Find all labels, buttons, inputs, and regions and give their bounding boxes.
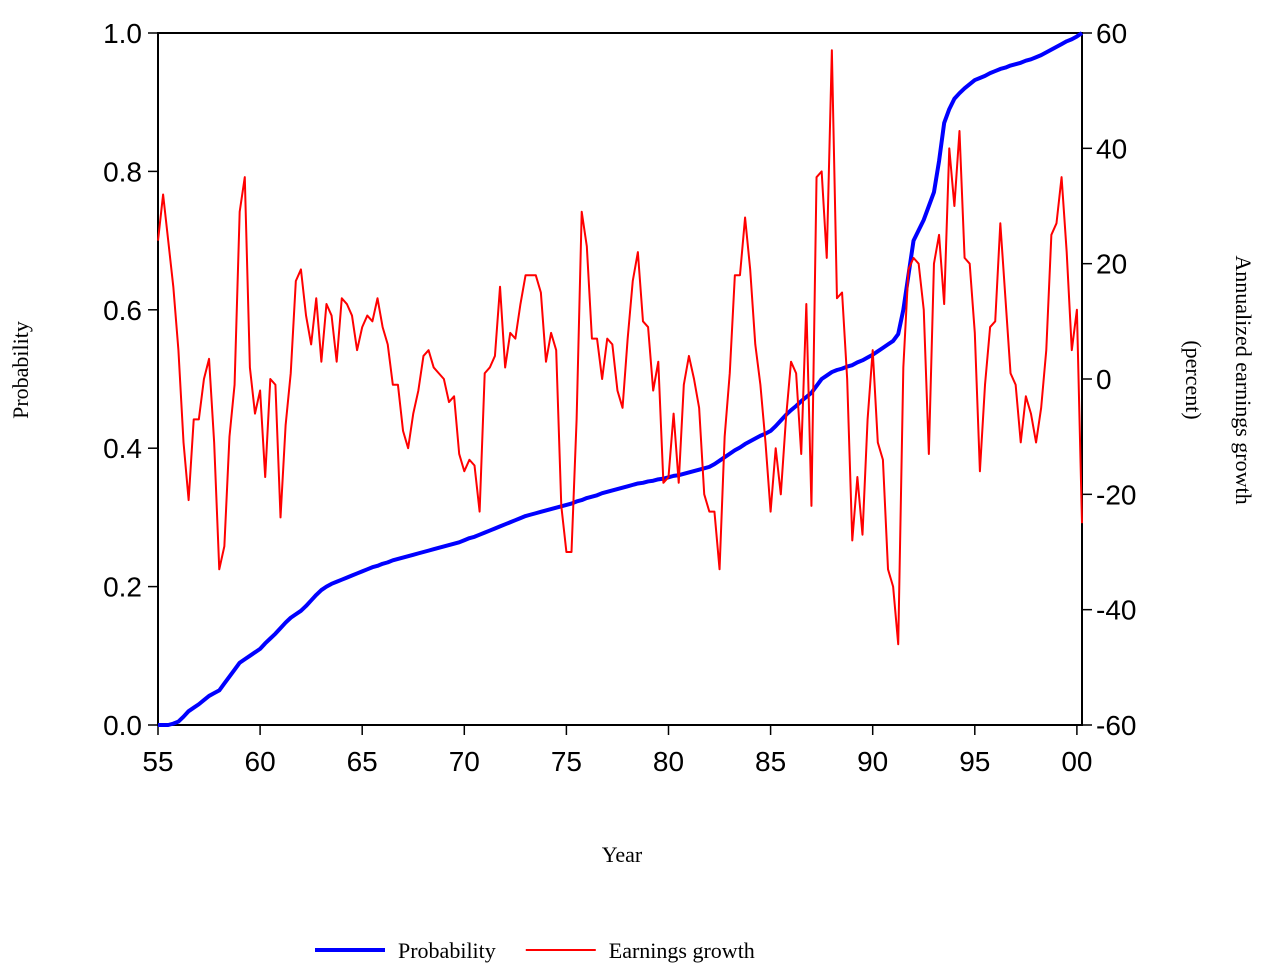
x-tick-label: 95 — [959, 746, 990, 777]
legend-label: Probability — [398, 938, 496, 963]
y2-tick-label: -40 — [1096, 595, 1136, 626]
x-tick-label: 60 — [245, 746, 276, 777]
y-tick-label: 0.8 — [103, 156, 142, 187]
x-axis-label: Year — [602, 842, 643, 867]
legend-label: Earnings growth — [609, 938, 755, 963]
y2-axis-label: (percent) — [1181, 340, 1206, 419]
x-tick-label: 75 — [551, 746, 582, 777]
x-tick-label: 00 — [1061, 746, 1092, 777]
y2-tick-label: -60 — [1096, 710, 1136, 741]
x-tick-label: 90 — [857, 746, 888, 777]
y-axis-label: Probability — [8, 321, 33, 419]
x-tick-label: 70 — [449, 746, 480, 777]
series-line — [158, 31, 1084, 727]
y-tick-label: 0.0 — [103, 710, 142, 741]
y2-tick-label: 40 — [1096, 133, 1127, 164]
x-tick-label: 55 — [142, 746, 173, 777]
y-tick-label: 0.4 — [103, 433, 142, 464]
series-line — [157, 49, 1083, 646]
y2-axis-label: Annualized earnings growth — [1231, 255, 1256, 504]
x-tick-label: 65 — [347, 746, 378, 777]
y-tick-label: 0.2 — [103, 572, 142, 603]
x-tick-label: 80 — [653, 746, 684, 777]
y2-tick-label: 0 — [1096, 364, 1112, 395]
y-tick-label: 0.6 — [103, 295, 142, 326]
y2-tick-label: 20 — [1096, 249, 1127, 280]
y2-tick-label: 60 — [1096, 18, 1127, 49]
y2-tick-label: -20 — [1096, 479, 1136, 510]
x-tick-label: 85 — [755, 746, 786, 777]
y-tick-label: 1.0 — [103, 18, 142, 49]
